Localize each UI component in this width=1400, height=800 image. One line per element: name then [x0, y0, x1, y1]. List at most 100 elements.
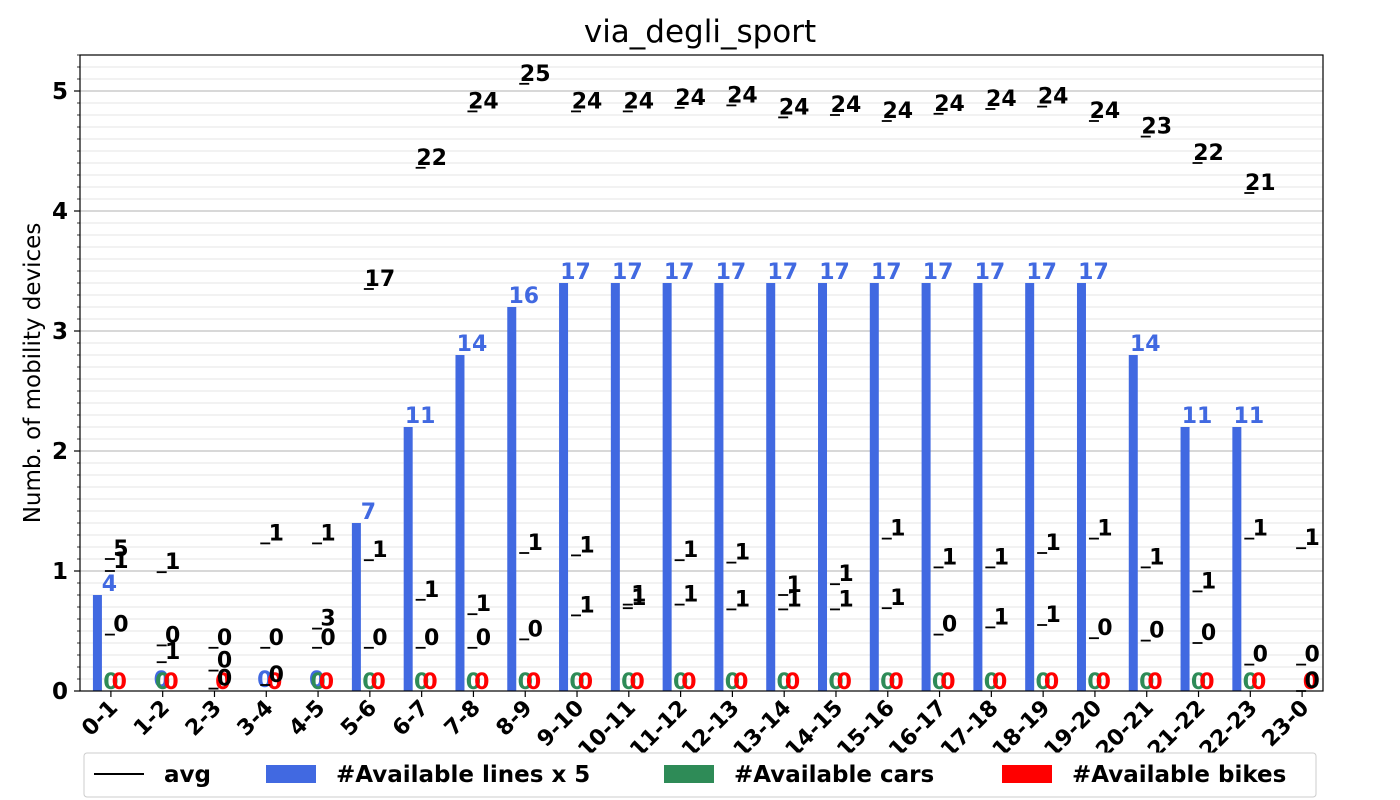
data-label: 0	[414, 670, 429, 695]
data-label: 0	[1199, 670, 1214, 695]
x-axis: 0-1 1-2 2-3 3-4 4-5 5-6 6-7 7-8 8-99-1010-1111-1…	[77, 691, 1314, 763]
data-label: 0	[992, 670, 1007, 695]
data-label: 0	[828, 670, 843, 695]
avg-label: 1	[579, 533, 594, 558]
bar-lines	[973, 283, 983, 691]
data-label: 0	[1035, 670, 1050, 695]
data-label: 0	[1191, 670, 1206, 695]
avg-label: 1	[1253, 517, 1268, 542]
x-tick-label: 8-9	[492, 696, 538, 742]
avg-label: 22	[416, 146, 447, 171]
avg-label: 1	[269, 521, 284, 546]
bar-lines	[1180, 427, 1190, 691]
data-label: 0	[1243, 670, 1258, 695]
avg-label: 1	[890, 517, 905, 542]
data-label: 0	[1251, 670, 1266, 695]
data-label: 17	[923, 260, 954, 285]
data-label: 0	[1303, 670, 1318, 695]
data-label: 14	[457, 332, 488, 357]
avg-label: 24	[986, 87, 1017, 112]
avg-label: 0	[269, 626, 284, 651]
bar-lines	[662, 283, 672, 691]
data-label: 0	[725, 670, 740, 695]
data-label: 7	[361, 500, 376, 525]
avg-label: 24	[727, 83, 758, 108]
data-label: 0	[155, 670, 170, 695]
bar-lines	[1128, 355, 1138, 691]
x-tick-label: 23-0	[1258, 696, 1315, 753]
avg-label: 24	[934, 92, 965, 117]
legend: avg #Available lines x 5 #Available cars #A…	[83, 752, 1317, 798]
avg-label: 0	[424, 626, 439, 651]
avg-label: 1	[1201, 569, 1216, 594]
avg-label: 1	[1097, 517, 1112, 542]
data-label: 0	[526, 670, 541, 695]
avg-label: 17	[365, 267, 396, 292]
avg-label: 24	[779, 95, 810, 120]
data-label: 4	[102, 572, 117, 597]
grid	[80, 54, 1323, 692]
data-label: 0	[569, 670, 584, 695]
avg-label: 24	[572, 89, 603, 114]
bar-lines	[921, 283, 931, 691]
avg-label: 1	[683, 583, 698, 608]
avg-label: 24	[624, 89, 655, 114]
y-axis-label: Numb. of mobility devices	[20, 223, 46, 524]
data-label: 0	[371, 670, 386, 695]
data-label: 17	[1026, 260, 1057, 285]
avg-label: 24	[1038, 85, 1069, 110]
data-label: 0	[733, 670, 748, 695]
x-tick-label: 3-4	[233, 696, 279, 742]
avg-label: 1	[1304, 526, 1319, 551]
y-tick-label: 0	[52, 679, 68, 705]
data-label: 0	[309, 668, 324, 693]
avg-label: 1	[1045, 531, 1060, 556]
data-label: 0	[257, 668, 272, 693]
data-label: 0	[474, 670, 489, 695]
avg-label: 25	[520, 62, 551, 87]
bar-lines	[403, 427, 413, 691]
bar-lines	[507, 307, 517, 691]
bar-lines	[766, 283, 776, 691]
avg-label: 0	[942, 613, 957, 638]
avg-label: 1	[838, 562, 853, 587]
y-tick-label: 5	[52, 79, 68, 105]
avg-label: 22	[1193, 141, 1224, 166]
avg-label: 1	[372, 538, 387, 563]
axes-frame	[79, 54, 1324, 692]
data-label: 0	[310, 670, 325, 695]
legend-label: #Available cars	[734, 762, 934, 788]
data-label: 0	[422, 670, 437, 695]
avg-label: 1	[579, 593, 594, 618]
avg-label: 3	[320, 607, 335, 632]
data-label: 0	[621, 670, 636, 695]
data-label: 0	[1096, 670, 1111, 695]
data-label: 0	[267, 670, 282, 695]
data-label: 0	[154, 668, 169, 693]
x-tick-label: 1-2	[129, 696, 175, 742]
data-label: 17	[975, 260, 1006, 285]
data-label: 0	[630, 670, 645, 695]
data-label: 0	[940, 670, 955, 695]
data-label: 0	[681, 670, 696, 695]
avg-label: 1	[787, 587, 802, 612]
avg-label: 0	[269, 663, 284, 688]
bar-lines	[559, 283, 569, 691]
avg-label: 24	[882, 99, 913, 124]
y-axis: 0 1 2 3 4 5	[52, 54, 80, 705]
data-label: 0	[362, 670, 377, 695]
y-tick-label: 3	[52, 319, 68, 345]
data-label: 0	[215, 670, 230, 695]
avg-label: 21	[1245, 171, 1276, 196]
avg-label: 0	[1253, 643, 1268, 668]
data-label: 11	[405, 404, 436, 429]
bar-lines	[610, 283, 620, 691]
avg-label: 1	[1149, 545, 1164, 570]
avg-label: 0	[372, 626, 387, 651]
bar-lines	[455, 355, 465, 691]
data-label: 0	[984, 670, 999, 695]
avg-label: 1	[631, 586, 646, 611]
bar-lines	[818, 283, 828, 691]
bar-lines	[1025, 283, 1035, 691]
